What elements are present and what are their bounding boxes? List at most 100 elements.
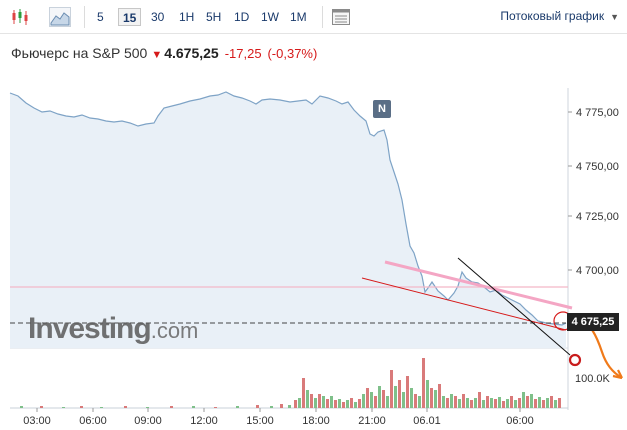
volume-bar xyxy=(270,406,273,408)
news-badge[interactable]: N xyxy=(373,100,391,118)
interval-5[interactable]: 5 xyxy=(97,10,104,24)
streaming-chart-link[interactable]: Потоковый график ▼ xyxy=(500,9,619,23)
table-view-icon[interactable] xyxy=(331,7,351,27)
volume-bar xyxy=(294,400,297,408)
watermark-suffix: .com xyxy=(150,318,199,343)
time-axis-tick-label: 06.01 xyxy=(413,415,441,427)
price-axis-tick-label: 4 750,00 xyxy=(576,161,619,173)
investing-watermark: Investing.com xyxy=(28,312,198,346)
volume-bar xyxy=(414,394,417,408)
interval-1w[interactable]: 1W xyxy=(261,10,279,24)
volume-bar xyxy=(418,396,421,408)
volume-bar xyxy=(558,398,561,408)
volume-bar xyxy=(494,399,497,408)
volume-bar xyxy=(214,407,217,408)
volume-bar xyxy=(358,399,361,408)
volume-bar xyxy=(310,394,313,408)
volume-bar xyxy=(124,406,127,408)
volume-scale-label: 100.0K xyxy=(575,373,611,385)
volume-bar xyxy=(462,394,465,408)
volume-bar xyxy=(318,394,321,408)
volume-bar xyxy=(490,398,493,408)
volume-bar xyxy=(442,396,445,408)
down-arrow-icon: ▼ xyxy=(151,49,163,61)
time-axis-tick-label: 21:00 xyxy=(358,415,386,427)
volume-bar xyxy=(20,406,23,408)
forecast-arrow-head xyxy=(612,369,623,380)
volume-bar xyxy=(478,392,481,408)
volume-bar xyxy=(170,406,173,408)
volume-bar xyxy=(530,394,533,408)
candlestick-icon[interactable] xyxy=(10,7,30,27)
black-trendline xyxy=(457,257,571,356)
volume-bar xyxy=(306,390,309,408)
volume-bar xyxy=(546,398,549,408)
pink-trendline xyxy=(384,260,573,310)
volume-bar xyxy=(288,405,291,408)
volume-bar xyxy=(430,388,433,408)
price-axis-ticks: 4 775,00 4 750,00 4 725,00 4 700,00 xyxy=(568,107,619,277)
time-axis-tick-label: 12:00 xyxy=(190,415,218,427)
instrument-name: Фьючерс на S&P 500 xyxy=(11,45,148,61)
volume-bar xyxy=(62,407,65,408)
volume-bar xyxy=(438,384,441,408)
volume-bar xyxy=(398,380,401,408)
volume-bar xyxy=(378,386,381,408)
volume-bar xyxy=(342,402,345,408)
volume-bar xyxy=(426,380,429,408)
volume-bar xyxy=(298,398,301,408)
interval-1d[interactable]: 1D xyxy=(234,10,250,24)
time-axis-tick-label: 06:00 xyxy=(79,415,107,427)
volume-bar xyxy=(346,400,349,408)
price-axis-tick-label: 4 725,00 xyxy=(576,211,619,223)
volume-bar xyxy=(80,406,83,408)
last-price: 4.675,25 xyxy=(164,45,219,61)
toolbar-separator xyxy=(84,6,85,28)
volume-bar xyxy=(146,407,149,408)
volume-bar xyxy=(482,400,485,408)
area-chart-icon[interactable] xyxy=(49,7,71,27)
chevron-down-icon: ▼ xyxy=(610,12,619,22)
volume-bar xyxy=(338,399,341,408)
volume-bar xyxy=(382,390,385,408)
volume-bar xyxy=(474,398,477,408)
volume-bar xyxy=(502,401,505,408)
volume-bar xyxy=(470,400,473,408)
volume-bars xyxy=(20,358,561,408)
volume-bar xyxy=(510,396,513,408)
interval-15[interactable]: 15 xyxy=(118,8,142,26)
volume-bar xyxy=(236,406,239,408)
price-change-percent: (-0,37%) xyxy=(267,46,318,61)
volume-bar xyxy=(256,405,259,408)
time-axis-tick-label: 03:00 xyxy=(23,415,51,427)
interval-1h[interactable]: 1H xyxy=(179,10,195,24)
volume-bar xyxy=(550,396,553,408)
volume-bar xyxy=(518,398,521,408)
volume-bar xyxy=(386,396,389,408)
time-axis-ticks: 03:00 06:00 09:00 12:00 15:00 18:00 21:00 06.01… xyxy=(23,408,534,427)
volume-bar xyxy=(402,392,405,408)
time-axis-tick-label: 09:00 xyxy=(134,415,162,427)
volume-bar xyxy=(538,397,541,408)
volume-bar xyxy=(350,398,353,408)
volume-bar xyxy=(330,396,333,408)
interval-30[interactable]: 30 xyxy=(151,10,165,24)
interval-5h[interactable]: 5H xyxy=(206,10,222,24)
time-axis-tick-label: 15:00 xyxy=(246,415,274,427)
instrument-header: Фьючерс на S&P 500 ▼ 4.675,25 -17,25 (-0,37… xyxy=(11,45,317,61)
interval-1m[interactable]: 1M xyxy=(290,10,307,24)
volume-bar xyxy=(366,388,369,408)
price-axis-tick-label: 4 700,00 xyxy=(576,265,619,277)
price-axis-tick-label: 4 775,00 xyxy=(576,107,619,119)
volume-bar xyxy=(534,399,537,408)
target-marker-circle xyxy=(568,353,582,367)
volume-bar xyxy=(410,388,413,408)
price-line xyxy=(9,91,567,326)
volume-bar xyxy=(522,392,525,408)
volume-bar xyxy=(394,386,397,408)
volume-bar xyxy=(406,376,409,408)
volume-bar xyxy=(370,392,373,408)
price-area-fill xyxy=(10,92,566,348)
price-change: -17,25 xyxy=(224,46,262,61)
